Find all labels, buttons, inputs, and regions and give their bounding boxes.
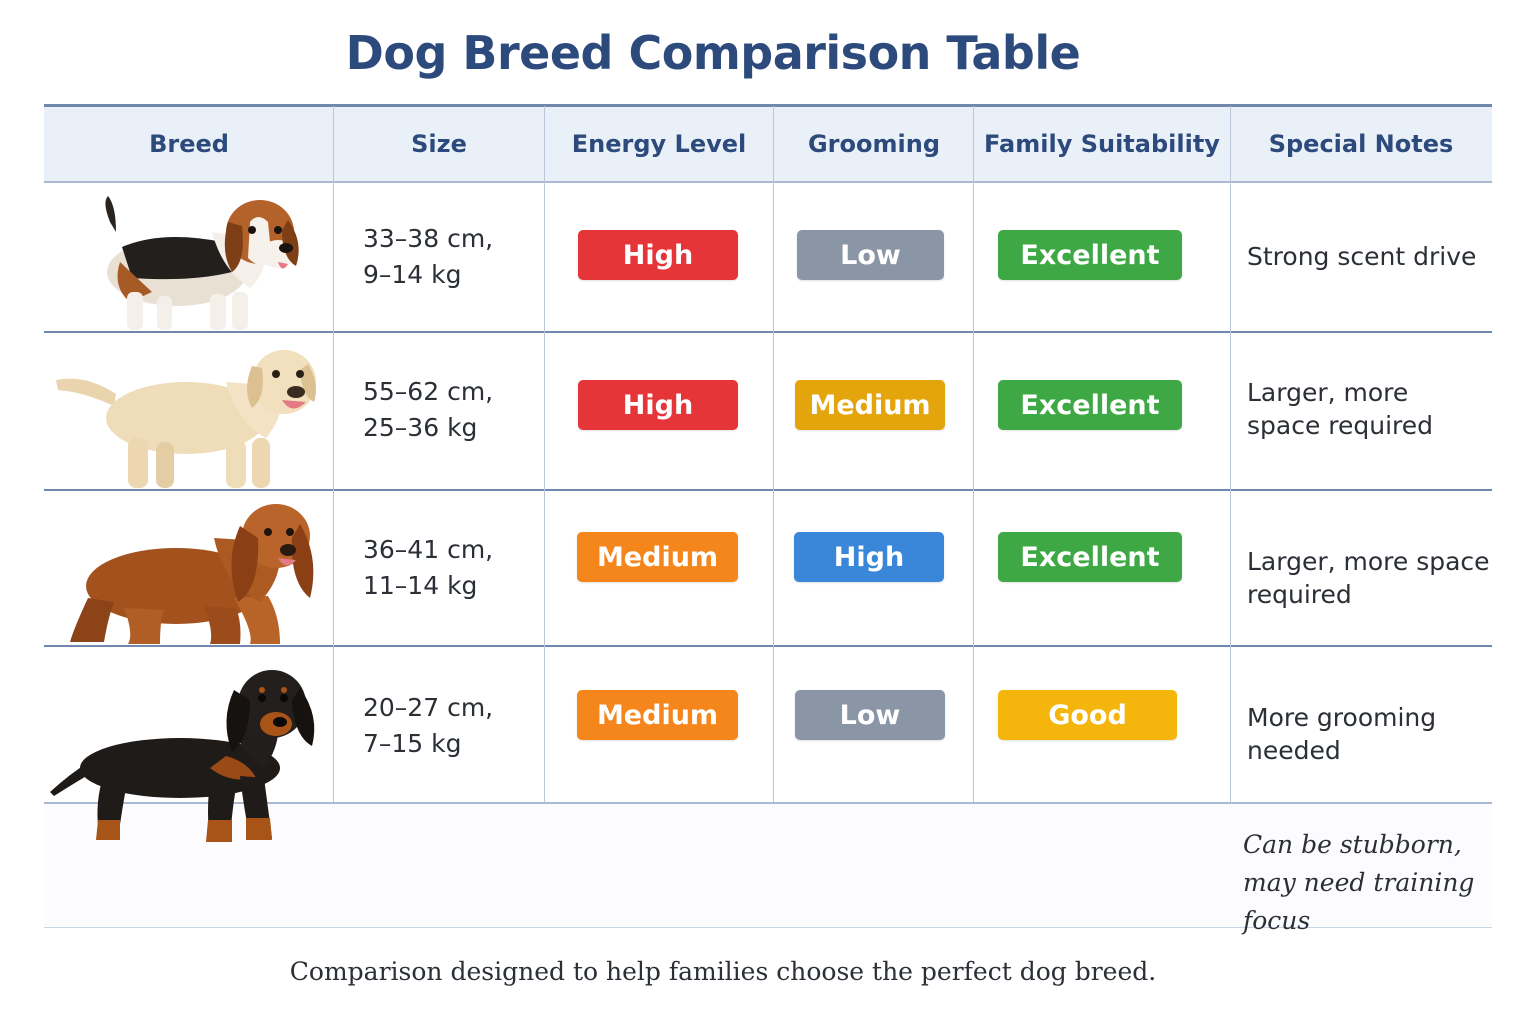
size-height: 55–62 cm, — [363, 377, 494, 406]
table-bottom-border — [44, 927, 1492, 928]
size-weight: 9–14 kg — [363, 260, 462, 289]
table-top-border — [44, 104, 1492, 107]
special-note-line: required — [1247, 580, 1352, 609]
family-suitability-badge: Good — [998, 690, 1177, 740]
size-weight: 11–14 kg — [363, 571, 478, 600]
special-note-line: space required — [1247, 411, 1434, 440]
column-divider — [544, 106, 545, 802]
energy-level-badge: Medium — [577, 532, 738, 582]
grooming-badge: High — [794, 532, 944, 582]
size-height: 20–27 cm, — [363, 693, 494, 722]
header-divider — [44, 181, 1492, 183]
column-header-family-suitability: Family Suitability — [984, 130, 1220, 158]
column-divider — [1230, 106, 1231, 802]
extra-note-line: Can be stubborn, — [1243, 830, 1462, 859]
table-header-row — [44, 106, 1492, 182]
extra-special-note: Can be stubborn, may need training focus — [1243, 826, 1492, 940]
row-divider — [44, 331, 1492, 333]
column-divider — [773, 106, 774, 802]
grooming-badge: Low — [797, 230, 944, 280]
column-divider — [973, 106, 974, 802]
size-value: 36–41 cm, 11–14 kg — [363, 532, 493, 604]
size-weight: 7–15 kg — [363, 729, 462, 758]
column-header-size: Size — [411, 130, 467, 158]
family-suitability-badge: Excellent — [998, 230, 1182, 280]
column-header-breed: Breed — [149, 130, 229, 158]
family-suitability-badge: Excellent — [998, 380, 1182, 430]
column-header-grooming: Grooming — [807, 130, 940, 158]
special-note: Larger, more space required — [1247, 376, 1433, 442]
column-divider — [333, 106, 334, 802]
cocker-spaniel-image — [70, 504, 314, 644]
size-height: 33–38 cm, — [363, 224, 494, 253]
row-divider — [44, 489, 1492, 491]
labrador-image — [56, 350, 316, 488]
size-weight: 25–36 kg — [363, 413, 478, 442]
size-value: 20–27 cm, 7–15 kg — [363, 690, 493, 762]
special-note: Strong scent drive — [1247, 240, 1476, 273]
beagle-image — [105, 196, 299, 330]
grooming-badge: Low — [795, 690, 945, 740]
energy-level-badge: Medium — [577, 690, 738, 740]
special-note-line: needed — [1247, 736, 1341, 765]
size-height: 36–41 cm, — [363, 535, 494, 564]
row-divider — [44, 802, 1492, 804]
special-note-line: Strong scent drive — [1247, 242, 1477, 271]
extra-note-line: may need training focus — [1243, 868, 1475, 935]
column-header-special-notes: Special Notes — [1268, 130, 1454, 158]
comparison-table: Breed Size Energy Level Grooming Family … — [44, 104, 1492, 935]
special-note: Larger, more space required — [1247, 545, 1490, 611]
extra-note-row — [44, 804, 1492, 928]
footer-caption: Comparison designed to help families cho… — [289, 957, 1157, 986]
dachshund-image — [50, 670, 315, 842]
column-header-energy-level: Energy Level — [571, 130, 747, 158]
size-value: 55–62 cm, 25–36 kg — [363, 374, 493, 446]
energy-level-badge: High — [578, 380, 738, 430]
energy-level-badge: High — [578, 230, 738, 280]
row-divider — [44, 645, 1492, 647]
special-note-line: More grooming — [1247, 703, 1437, 732]
special-note-line: Larger, more — [1247, 378, 1409, 407]
special-note-line: Larger, more space — [1247, 547, 1490, 576]
special-note: More grooming needed — [1247, 701, 1436, 767]
page-title: Dog Breed Comparison Table — [345, 26, 1081, 80]
grooming-badge: Medium — [795, 380, 945, 430]
size-value: 33–38 cm, 9–14 kg — [363, 221, 493, 293]
family-suitability-badge: Excellent — [998, 532, 1182, 582]
